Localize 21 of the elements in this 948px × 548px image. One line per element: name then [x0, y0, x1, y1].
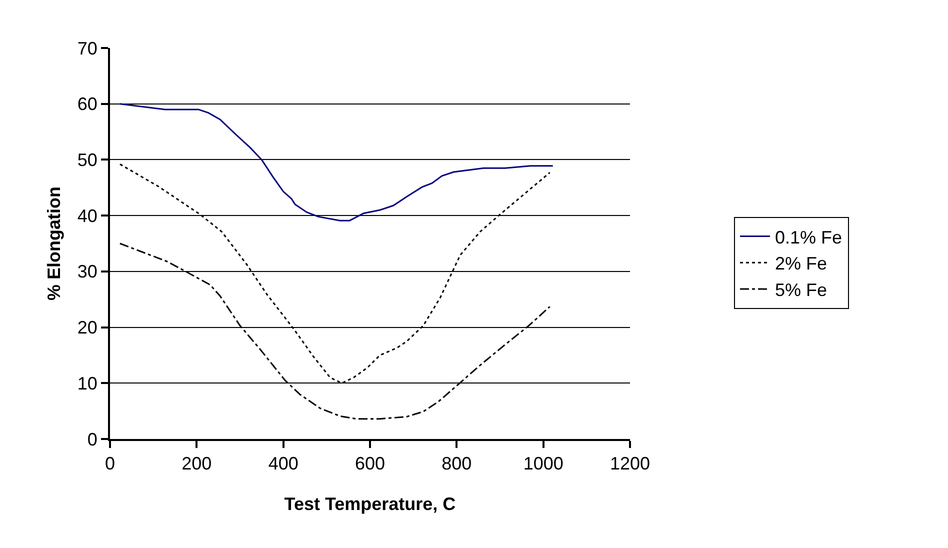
x-tick-label: 600	[354, 454, 386, 474]
y-tick-label: 50	[77, 150, 98, 170]
y-axis-title: % Elongation	[44, 186, 64, 300]
x-tick-label: 1000	[523, 454, 564, 474]
y-tick-label: 30	[77, 262, 98, 282]
y-tick-label: 10	[77, 373, 98, 394]
x-tick-label: 800	[442, 454, 472, 474]
line-series	[119, 103, 554, 222]
legend-label: 5% Fe	[775, 280, 828, 300]
x-tick-label: 200	[182, 454, 212, 474]
y-tick-label: 60	[77, 94, 98, 114]
y-tick-label: 70	[77, 38, 98, 58]
y-tick-label: 0	[87, 429, 98, 450]
legend-label: 0.1% Fe	[775, 227, 842, 248]
y-tick-label: 40	[77, 206, 98, 226]
x-tick-label: 0	[104, 454, 116, 474]
x-tick-label: 1200	[610, 454, 650, 474]
x-tick-label: 400	[268, 454, 298, 474]
y-tick-label: 20	[77, 318, 98, 338]
x-axis-title: Test Temperature, C	[284, 494, 456, 514]
legend-label: 2% Fe	[775, 254, 828, 274]
